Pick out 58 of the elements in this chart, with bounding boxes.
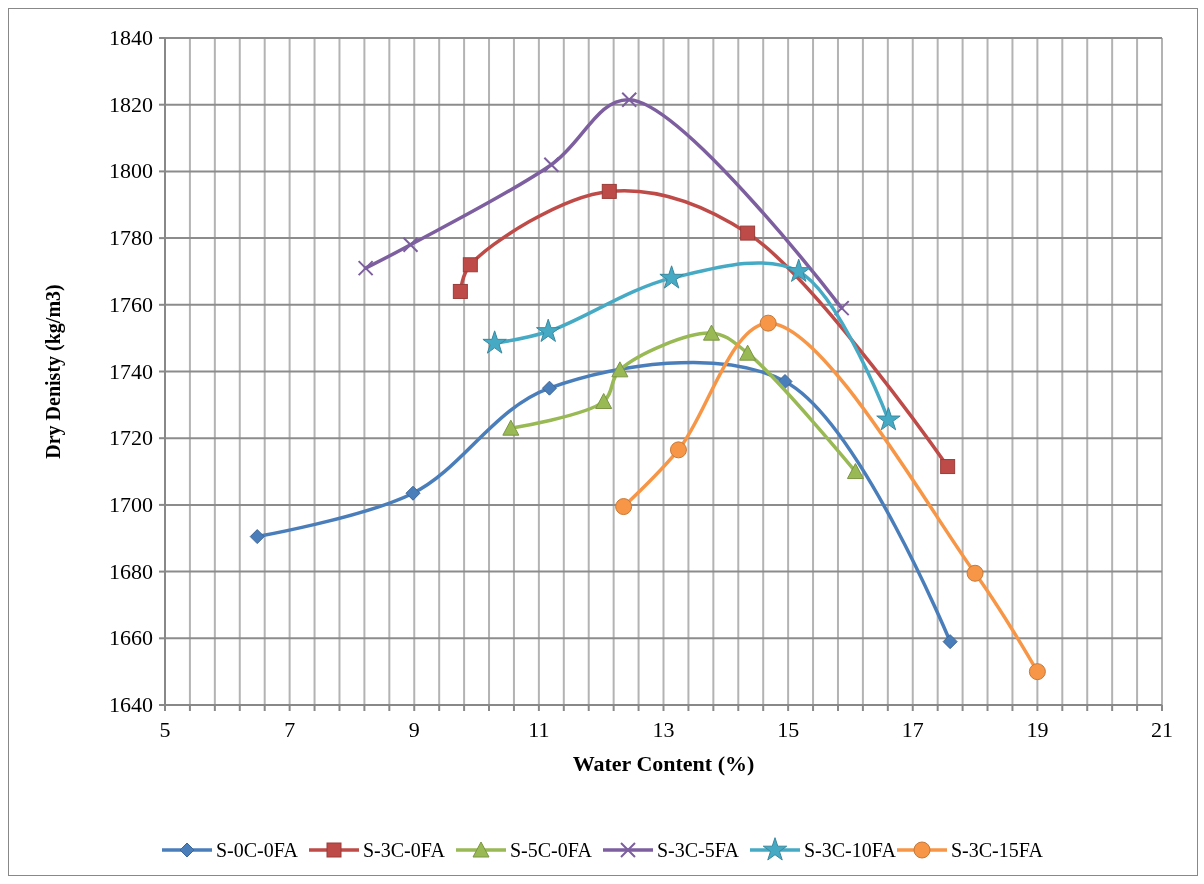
point bbox=[543, 156, 560, 173]
point bbox=[536, 318, 561, 342]
x-axis-title: Water Content (%) bbox=[572, 751, 755, 776]
y-tick-label: 1660 bbox=[109, 625, 153, 651]
x-tick-label: 15 bbox=[777, 717, 800, 742]
point bbox=[966, 564, 984, 582]
point bbox=[601, 183, 617, 199]
y-tick-label: 1760 bbox=[109, 291, 153, 317]
point bbox=[940, 459, 956, 475]
x-tick-label: 11 bbox=[528, 717, 550, 742]
point bbox=[462, 257, 478, 273]
x-tick-label: 13 bbox=[652, 717, 675, 742]
x-tick-label: 21 bbox=[1151, 717, 1173, 742]
point bbox=[611, 361, 629, 378]
x-tick-label: 17 bbox=[901, 717, 924, 742]
point bbox=[405, 485, 421, 501]
point bbox=[759, 314, 777, 332]
y-tick-label: 1740 bbox=[109, 358, 153, 384]
point bbox=[357, 260, 374, 277]
point bbox=[482, 330, 507, 354]
y-tick-label: 1700 bbox=[109, 491, 153, 517]
y-tick-label: 1800 bbox=[109, 158, 153, 184]
x-tick-label: 9 bbox=[408, 717, 420, 742]
legend-label: S-3C-10FA bbox=[804, 839, 897, 861]
point bbox=[502, 419, 520, 436]
point bbox=[615, 498, 633, 516]
point bbox=[740, 225, 756, 241]
point bbox=[621, 91, 638, 108]
point bbox=[249, 529, 265, 545]
legend-label: S-3C-15FA bbox=[951, 839, 1044, 861]
legend-label: S-0C-0FA bbox=[216, 839, 299, 861]
point bbox=[595, 393, 613, 410]
point bbox=[846, 463, 864, 480]
point bbox=[659, 265, 684, 289]
y-tick-label: 1640 bbox=[109, 692, 153, 717]
y-tick-label: 1780 bbox=[109, 225, 153, 251]
point bbox=[739, 344, 757, 361]
point bbox=[452, 283, 468, 299]
legend-label: S-5C-0FA bbox=[510, 839, 593, 861]
legend-label: S-3C-5FA bbox=[657, 839, 740, 861]
point bbox=[876, 407, 901, 431]
point bbox=[402, 236, 419, 253]
point bbox=[669, 441, 687, 459]
x-tick-label: 19 bbox=[1026, 717, 1049, 742]
y-tick-label: 1840 bbox=[109, 25, 153, 50]
y-axis-title: Dry Denisty (kg/m3) bbox=[42, 284, 65, 459]
point bbox=[1028, 663, 1046, 681]
y-tick-label: 1720 bbox=[109, 425, 153, 451]
y-tick-label: 1820 bbox=[109, 91, 153, 117]
point bbox=[833, 300, 850, 317]
x-tick-label: 7 bbox=[284, 717, 296, 742]
point bbox=[942, 634, 958, 650]
legend-label: S-3C-0FA bbox=[363, 839, 446, 861]
point bbox=[541, 380, 557, 396]
point bbox=[702, 324, 720, 341]
y-tick-label: 1680 bbox=[109, 558, 153, 584]
point bbox=[786, 258, 811, 282]
x-tick-label: 5 bbox=[159, 717, 171, 742]
